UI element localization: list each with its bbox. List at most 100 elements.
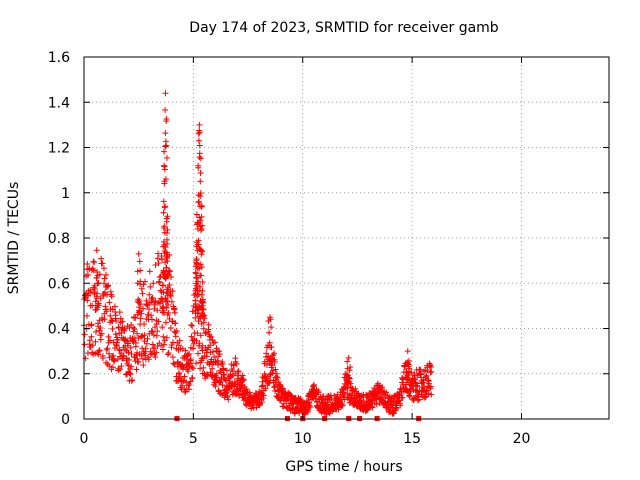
- data-point: [86, 337, 93, 344]
- data-point: [153, 349, 160, 356]
- data-point: [170, 360, 177, 367]
- data-point: [164, 351, 171, 358]
- data-point: [88, 333, 95, 340]
- data-point: [189, 374, 196, 381]
- data-point: [344, 384, 351, 391]
- data-point: [344, 372, 351, 379]
- data-point: [149, 341, 156, 348]
- data-point: [197, 261, 204, 268]
- data-point: [98, 255, 105, 262]
- data-point: [142, 348, 149, 355]
- data-point: [399, 394, 406, 401]
- data-point: [212, 383, 219, 390]
- data-point: [197, 332, 204, 339]
- data-point: [84, 271, 91, 278]
- data-point: [425, 377, 432, 384]
- data-point: [393, 404, 400, 411]
- data-point: [268, 361, 275, 368]
- data-point: [190, 365, 197, 372]
- data-point: [197, 190, 204, 197]
- data-point: [196, 340, 203, 347]
- data-point: [162, 90, 169, 97]
- data-point: [198, 247, 205, 254]
- data-point: [199, 342, 206, 349]
- data-point: [93, 295, 100, 302]
- data-point: [102, 271, 109, 278]
- data-point: [307, 404, 314, 411]
- data-point: [262, 385, 269, 392]
- y-tick-label: 0.4: [48, 322, 70, 338]
- data-point: [185, 368, 192, 375]
- data-point: [406, 393, 413, 400]
- data-point: [200, 305, 207, 312]
- data-point: [150, 280, 157, 287]
- data-point: [180, 364, 187, 371]
- data-point: [99, 260, 106, 267]
- data-point: [193, 337, 200, 344]
- data-point: [94, 290, 101, 297]
- data-point: [96, 347, 103, 354]
- data-point: [164, 213, 171, 220]
- data-point: [101, 275, 108, 282]
- data-point: [208, 333, 215, 340]
- data-point: [418, 371, 425, 378]
- data-point: [406, 365, 413, 372]
- data-point: [149, 294, 156, 301]
- data-point: [131, 326, 138, 333]
- data-point: [422, 391, 429, 398]
- data-point: [112, 331, 119, 338]
- y-tick-label: 0: [61, 412, 70, 428]
- data-point: [311, 381, 318, 388]
- data-point: [87, 287, 94, 294]
- data-point: [151, 305, 158, 312]
- y-tick-label: 1.6: [48, 50, 70, 66]
- data-point: [198, 213, 205, 220]
- data-point: [116, 366, 123, 373]
- data-point: [87, 289, 94, 296]
- data-point: [269, 370, 276, 377]
- data-point: [125, 349, 132, 356]
- data-point: [195, 130, 202, 137]
- data-point: [268, 324, 275, 331]
- data-point: [162, 259, 169, 266]
- data-point: [95, 279, 102, 286]
- data-point: [145, 356, 152, 363]
- data-point: [258, 398, 265, 405]
- data-point: [414, 383, 421, 390]
- data-point: [187, 357, 194, 364]
- axis-ticks: 0 5 10 15 20 0 0.2 0.4 0.6 0.8 1 1.2 1.4 1.6: [48, 50, 609, 447]
- data-point: [106, 337, 113, 344]
- data-point: [163, 334, 170, 341]
- data-point: [379, 384, 386, 391]
- data-point: [134, 330, 141, 337]
- data-point: [304, 408, 311, 415]
- data-point: [207, 342, 214, 349]
- data-point: [197, 192, 204, 199]
- data-point: [135, 250, 142, 257]
- data-point: [138, 310, 145, 317]
- data-point: [318, 409, 325, 416]
- grid: [84, 57, 609, 419]
- data-point: [212, 378, 219, 385]
- data-point: [426, 380, 433, 387]
- data-point: [106, 354, 113, 361]
- data-point: [172, 333, 179, 340]
- data-point: [265, 380, 272, 387]
- data-point: [168, 344, 175, 351]
- data-point: [413, 387, 420, 394]
- data-point: [95, 351, 102, 358]
- data-point: [108, 317, 115, 324]
- data-point: [160, 198, 167, 205]
- data-point: [185, 382, 192, 389]
- data-point: [160, 333, 167, 340]
- y-tick-label: 0.2: [48, 367, 70, 383]
- data-point: [195, 198, 202, 205]
- data-point: [143, 340, 150, 347]
- data-point: [267, 360, 274, 367]
- data-point: [155, 250, 162, 257]
- data-point: [105, 333, 112, 340]
- data-point: [119, 318, 126, 325]
- data-point: [126, 356, 133, 363]
- data-point: [146, 291, 153, 298]
- data-point: [196, 265, 203, 272]
